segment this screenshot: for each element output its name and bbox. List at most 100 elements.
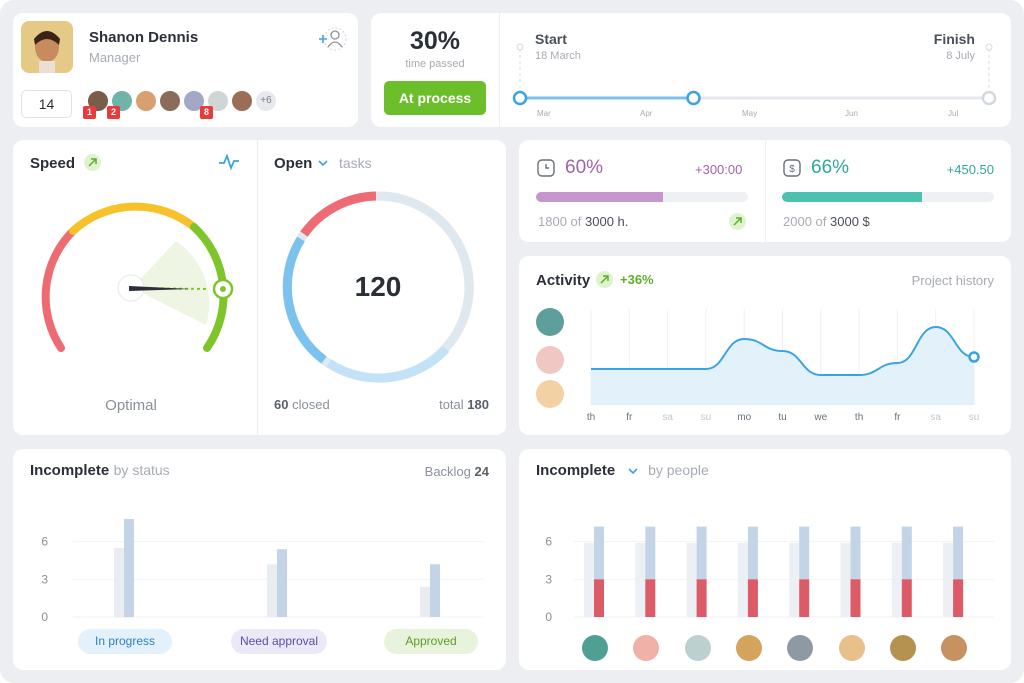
count-box[interactable]: 14 [21, 90, 72, 118]
person-avatar[interactable] [582, 635, 608, 661]
status-card: Incomplete by status Backlog 24 6 3 0 In p… [13, 449, 506, 670]
month-label: Mar [537, 109, 551, 118]
day-label: sa [930, 412, 941, 423]
y-tick-label: 0 [545, 610, 552, 624]
status-pill-approved[interactable]: Approved [384, 629, 478, 654]
contributor-avatar[interactable] [536, 346, 564, 374]
people-card-title: Incomplete by people [536, 462, 709, 480]
add-user-icon [319, 27, 347, 51]
money-done: 2000 of [783, 214, 827, 229]
month-label: Jul [948, 109, 959, 118]
people-subtitle: by people [648, 462, 709, 478]
hours-percent: 60% [565, 157, 604, 178]
day-label: su [969, 412, 980, 423]
people-avatars [519, 635, 1011, 661]
member-avatar[interactable] [230, 89, 254, 113]
bar-blue [850, 526, 861, 580]
y-tick-label: 0 [41, 610, 48, 624]
timeline-card: 30% time passed At process Start 18 Marc… [371, 13, 1011, 127]
person-avatar[interactable] [735, 635, 762, 661]
day-label: fr [626, 412, 633, 423]
contributor-avatar[interactable] [536, 308, 564, 336]
start-date: 18 March [535, 50, 581, 62]
trend-up-icon [729, 213, 746, 230]
timeline-end-handle[interactable] [981, 90, 997, 106]
person-avatar[interactable] [838, 635, 865, 661]
money-summary: 2000 of 3000 $ [783, 214, 870, 229]
bar-light [584, 542, 594, 617]
month-label: Apr [640, 109, 653, 118]
contributor-avatar[interactable] [536, 380, 564, 408]
open-tasks-count: 120 [354, 271, 402, 302]
bar-red [645, 579, 656, 617]
card-divider [257, 140, 258, 435]
status-subtitle: by status [113, 462, 170, 478]
speed-open-card: Speed Optimal Open tasks 120 60 [13, 140, 506, 435]
dollar-icon: $ [783, 159, 801, 177]
bar-light [943, 542, 954, 617]
bar-light [840, 542, 851, 617]
speed-status: Optimal [105, 397, 157, 414]
bar-red [850, 579, 861, 617]
bar-blue [901, 526, 912, 580]
member-avatar[interactable] [110, 89, 134, 113]
day-label: we [813, 412, 827, 423]
person-avatar[interactable] [889, 635, 916, 661]
backlog-value: 24 [474, 464, 489, 479]
timeline-start-handle[interactable] [512, 90, 528, 106]
pulse-icon[interactable] [218, 153, 240, 171]
person-avatar[interactable] [941, 635, 968, 661]
status-pill-in-progress[interactable]: In progress [78, 629, 172, 654]
y-tick-label: 3 [41, 572, 48, 586]
hours-summary: 1800 of 3000 h. [538, 214, 628, 229]
total-label: total [439, 397, 464, 412]
day-label: th [587, 412, 595, 423]
person-avatar[interactable] [633, 635, 660, 661]
bar-blue [799, 526, 810, 580]
bar-light [789, 542, 800, 617]
chevron-down-icon[interactable] [318, 159, 328, 167]
tasks-donut [282, 191, 474, 383]
activity-card: Activity +36% Project history th fr sa su mo… [519, 256, 1011, 435]
profile-avatar[interactable] [21, 21, 73, 73]
month-label: Jun [845, 109, 858, 118]
people-title: Incomplete [536, 462, 616, 479]
speed-title: Speed [30, 155, 76, 172]
hours-done: 1800 of [538, 214, 582, 229]
y-tick-label: 6 [41, 535, 48, 549]
hours-goal: 3000 h. [585, 214, 629, 229]
member-avatars: +6 1 2 8 [83, 89, 286, 121]
notification-badge: 1 [83, 106, 96, 119]
activity-chart: th fr sa su mo tu we th fr sa su [587, 309, 980, 423]
hours-bar [536, 192, 748, 202]
open-title: Open [274, 155, 313, 172]
member-avatar[interactable] [134, 89, 158, 113]
bar-light [635, 542, 646, 617]
add-member-button[interactable] [317, 25, 347, 53]
member-avatar[interactable] [158, 89, 182, 113]
person-avatar[interactable] [684, 635, 711, 661]
bar-blue [696, 526, 707, 580]
stats-card: 60% +300:00 1800 of 3000 h. $ 66% +450.5… [519, 140, 1011, 242]
hours-delta: +300:00 [695, 162, 743, 177]
bar-red [901, 579, 912, 617]
count-value: 14 [38, 96, 55, 112]
svg-text:$: $ [789, 164, 795, 175]
more-members[interactable]: +6 [254, 89, 278, 113]
closed-label: closed [292, 397, 330, 412]
total-count: total 180 [439, 397, 489, 412]
status-pill-need-approval[interactable]: Need approval [231, 629, 327, 654]
bar-light [891, 542, 902, 617]
clock-icon [537, 159, 555, 177]
chevron-down-icon[interactable] [628, 467, 638, 475]
notification-badge: 2 [107, 106, 120, 119]
timeline-current-handle[interactable] [686, 90, 701, 106]
project-history-link[interactable]: Project history [911, 273, 994, 288]
notification-badge: 8 [200, 106, 213, 119]
at-process-button[interactable]: At process [384, 81, 486, 115]
profile-card: Shanon Dennis Manager 14 +6 1 2 8 [13, 13, 358, 127]
person-avatar[interactable] [787, 635, 814, 661]
finish-label: Finish [933, 31, 975, 47]
bar-blue [747, 526, 758, 580]
